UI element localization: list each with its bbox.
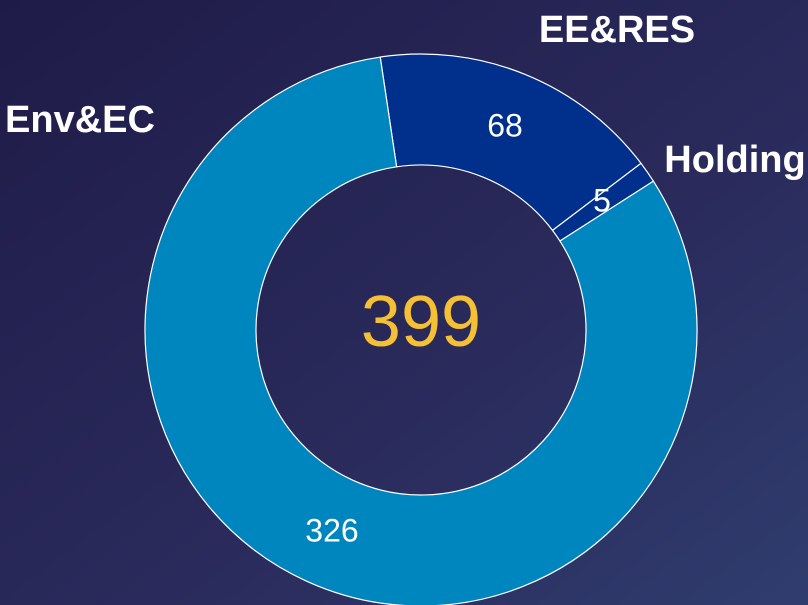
donut-slice xyxy=(379,53,642,232)
category-label: Holding xyxy=(664,139,805,181)
category-label: Env&EC xyxy=(5,99,155,141)
category-label: EE&RES xyxy=(539,9,695,51)
value-label: 326 xyxy=(305,512,358,548)
value-label: 5 xyxy=(593,182,611,218)
center-total: 399 xyxy=(361,282,481,362)
value-label: 68 xyxy=(487,107,523,143)
donut-slice xyxy=(144,56,698,605)
